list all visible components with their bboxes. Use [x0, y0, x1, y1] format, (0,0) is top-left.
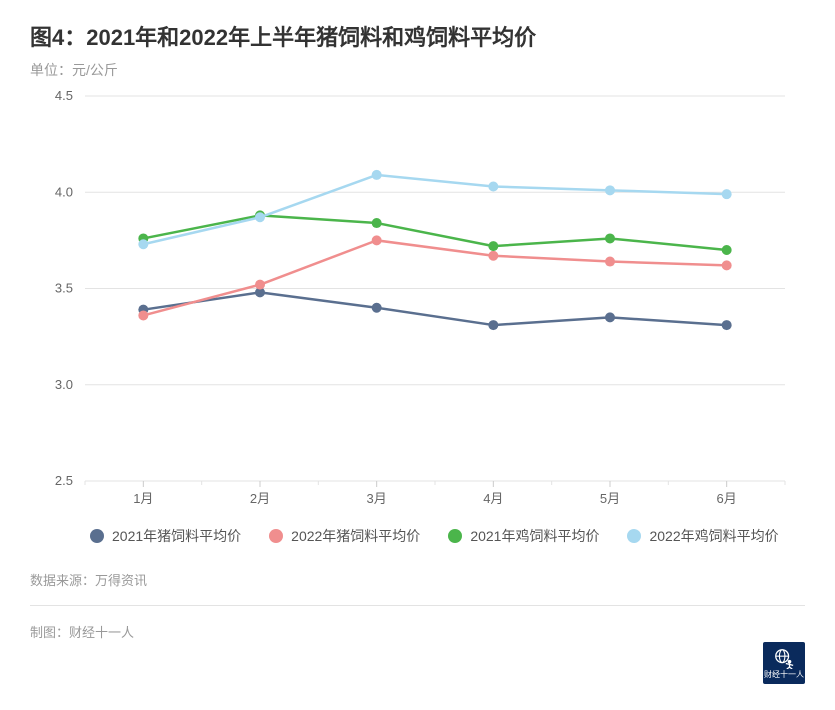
legend-marker — [448, 529, 462, 543]
series-marker — [605, 233, 615, 243]
legend-item: 2021年鸡饲料平均价 — [448, 526, 599, 546]
legend-item: 2021年猪饲料平均价 — [90, 526, 241, 546]
y-tick-label: 4.0 — [55, 184, 73, 199]
chart-subtitle: 单位：元/公斤 — [30, 60, 805, 80]
x-tick-label: 3月 — [367, 491, 387, 506]
series-marker — [372, 303, 382, 313]
series-marker — [138, 239, 148, 249]
series-marker — [488, 251, 498, 261]
legend-label: 2022年猪饲料平均价 — [291, 526, 420, 546]
series-marker — [605, 185, 615, 195]
chart-area: 2.5 3.0 3.5 4.0 4.5 1月 2月 3月 4月 5月 6月 — [30, 86, 805, 516]
series-marker — [138, 310, 148, 320]
credit-label: 制图：财经十一人 — [30, 612, 805, 651]
legend-label: 2022年鸡饲料平均价 — [649, 526, 778, 546]
divider — [30, 605, 805, 606]
y-tick-label: 3.0 — [55, 377, 73, 392]
series-marker — [255, 280, 265, 290]
series-marker — [488, 241, 498, 251]
legend-marker — [627, 529, 641, 543]
series-marker — [372, 170, 382, 180]
series-line — [143, 215, 726, 250]
series-marker — [372, 218, 382, 228]
series-marker — [722, 320, 732, 330]
series-marker — [255, 212, 265, 222]
legend-marker — [90, 529, 104, 543]
globe-icon — [773, 647, 795, 669]
legend-label: 2021年猪饲料平均价 — [112, 526, 241, 546]
series-marker — [722, 260, 732, 270]
legend-item: 2022年鸡饲料平均价 — [627, 526, 778, 546]
x-tick-label: 5月 — [600, 491, 620, 506]
x-tick-label: 1月 — [133, 491, 153, 506]
line-chart-svg: 2.5 3.0 3.5 4.0 4.5 1月 2月 3月 4月 5月 6月 — [30, 86, 805, 516]
y-tick-label: 4.5 — [55, 88, 73, 103]
series-marker — [372, 235, 382, 245]
y-tick-label: 2.5 — [55, 473, 73, 488]
publisher-logo: 财经十一人 — [763, 642, 805, 684]
series-marker — [488, 320, 498, 330]
series-line — [143, 292, 726, 325]
legend-label: 2021年鸡饲料平均价 — [470, 526, 599, 546]
legend-item: 2022年猪饲料平均价 — [269, 526, 420, 546]
legend: 2021年猪饲料平均价 2022年猪饲料平均价 2021年鸡饲料平均价 2022年鸡饲… — [30, 516, 805, 560]
series-marker — [722, 189, 732, 199]
series-marker — [488, 181, 498, 191]
logo-text: 财经十一人 — [764, 669, 804, 680]
x-tick-label: 4月 — [483, 491, 503, 506]
source-label: 数据来源：万得资讯 — [30, 560, 805, 599]
series-marker — [605, 257, 615, 267]
y-tick-label: 3.5 — [55, 281, 73, 296]
series-marker — [722, 245, 732, 255]
chart-title: 图4：2021年和2022年上半年猪饲料和鸡饲料平均价 — [30, 20, 805, 52]
x-tick-label: 6月 — [717, 491, 737, 506]
series-marker — [605, 312, 615, 322]
legend-marker — [269, 529, 283, 543]
series-line — [143, 240, 726, 315]
x-tick-label: 2月 — [250, 491, 270, 506]
